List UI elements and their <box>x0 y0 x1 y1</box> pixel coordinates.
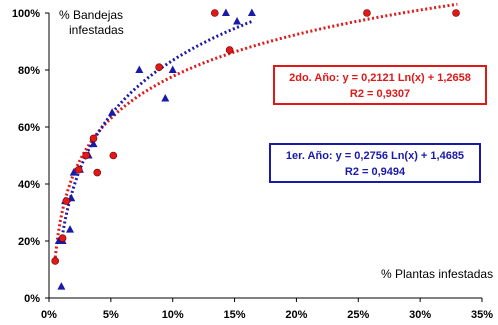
first_year-point <box>89 139 98 148</box>
trendlines <box>53 2 458 258</box>
y-tick-label: 80% <box>18 65 40 77</box>
first_year-point <box>233 17 242 25</box>
first-year-r2: R2 = 0,9494 <box>345 166 406 178</box>
first_year-point <box>221 8 230 16</box>
second-year-equation: 2do. Año: y = 0,2121 Ln(x) + 1,2658 <box>289 72 471 84</box>
second_year-point <box>93 168 102 177</box>
x-tick-label: 30% <box>409 309 431 321</box>
second-year-equation-box: 2do. Año: y = 0,2121 Ln(x) + 1,2658 R2 =… <box>273 65 487 105</box>
x-tick-label: 10% <box>162 309 184 321</box>
y-tick-label: 40% <box>18 179 40 191</box>
x-tick-label: 35% <box>471 309 493 321</box>
x-tick-label: 0% <box>41 309 57 321</box>
first-year-equation-frame <box>269 143 481 183</box>
first_year-point <box>57 282 66 290</box>
x-axis-title: % Plantas infestadas <box>381 267 493 281</box>
y-tick-label: 100% <box>12 8 40 20</box>
y-tick-label: 20% <box>18 236 40 248</box>
first-year-equation: 1er. Año: y = 0,2756 Ln(x) + 1,4685 <box>286 150 464 162</box>
second_year-point <box>58 234 67 242</box>
second_year-point <box>452 9 460 17</box>
second_year-point <box>89 134 98 143</box>
second-year-r2: R2 = 0,9307 <box>350 88 410 100</box>
y-tick-label: 0% <box>24 293 40 305</box>
second_year-point <box>82 151 90 160</box>
second_year-point <box>155 63 163 71</box>
second-year-equation-frame <box>273 65 487 105</box>
first_year-point <box>66 225 75 233</box>
first-year-equation-box: 1er. Año: y = 0,2756 Ln(x) + 1,4685 R2 =… <box>269 143 481 183</box>
first_year-trendline <box>59 20 253 242</box>
first_year-point <box>69 168 78 176</box>
second_year-point <box>363 9 371 17</box>
second_year-point <box>74 165 83 174</box>
first_year-point <box>108 108 117 116</box>
y-tick-label: 60% <box>18 122 40 134</box>
first_year-point <box>168 65 177 73</box>
second_year-point <box>210 9 219 17</box>
x-tick-label: 20% <box>285 309 307 321</box>
x-tick-label: 25% <box>347 309 369 321</box>
second_year-trendline <box>53 2 458 258</box>
y-axis-title-line2: infestadas <box>69 23 124 37</box>
second_year-point <box>62 197 71 205</box>
y-ticks: 0% 20% 40% 60% 80% 100% <box>12 8 49 305</box>
second_year-point <box>225 46 234 54</box>
x-ticks: 0% 5% 10% 15% 20% 25% 30% 35% <box>41 298 493 321</box>
x-tick-label: 5% <box>103 309 119 321</box>
first_year-point <box>135 65 144 73</box>
data-points <box>51 8 460 290</box>
first_year-point <box>161 94 170 102</box>
x-tick-label: 15% <box>224 309 246 321</box>
second_year-point <box>51 257 59 265</box>
second_year-point <box>109 151 118 160</box>
first_year-point <box>247 8 256 16</box>
y-axis-title-line1: % Bandejas <box>59 8 123 22</box>
